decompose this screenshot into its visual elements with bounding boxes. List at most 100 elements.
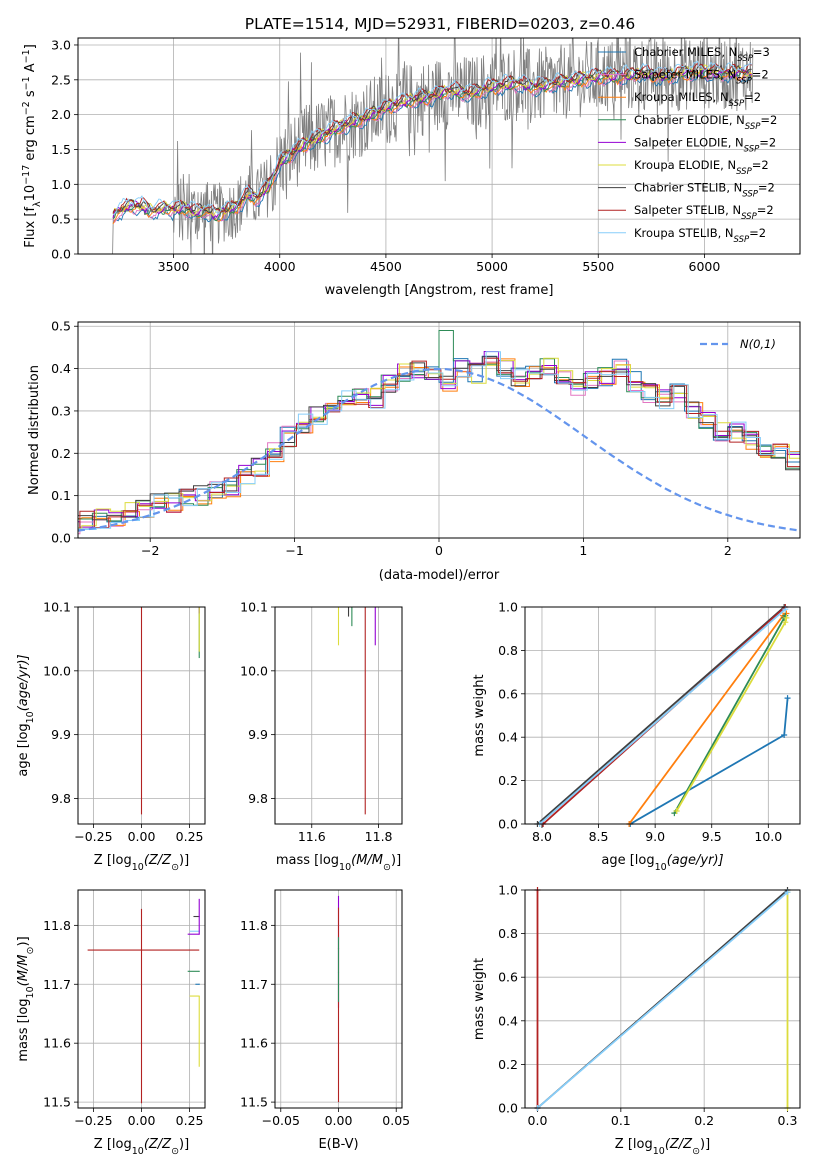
model-line bbox=[112, 62, 753, 214]
residuals-legend: N(0,1) bbox=[700, 337, 776, 351]
panels: 3500 4000 4500 5000 5500 6000 0.0 0.5 1.0 1.5 2.0 2… bbox=[16, 37, 801, 1157]
label-part: 10 bbox=[23, 185, 38, 202]
y-tick-label: 0.5 bbox=[51, 319, 71, 334]
label-part: (age/yr)] bbox=[667, 853, 724, 868]
label-part: E(B-V) bbox=[318, 1137, 358, 1152]
weight-line bbox=[536, 607, 785, 824]
y-tick-label: 11.6 bbox=[43, 1036, 71, 1051]
ticks: 0.0 0.1 0.2 0.3 0.0 0.2 0.4 0.6 0.8 1.0 bbox=[498, 883, 797, 1129]
normal-curve bbox=[78, 367, 800, 532]
x-tick-label: 2 bbox=[724, 543, 732, 558]
label-part: (age/yr)] bbox=[16, 654, 31, 711]
x-axis-label: mass [log10(M/M⊙)] bbox=[276, 853, 401, 873]
x-tick-label: 9.0 bbox=[645, 829, 665, 844]
y-axis-label: mass weight bbox=[472, 958, 487, 1040]
label-part: )] bbox=[700, 1137, 710, 1152]
y-tick-label: 0.6 bbox=[498, 686, 518, 701]
x-axis-label: Z [log10(Z/Z⊙)] bbox=[615, 1137, 710, 1157]
y-tick-label: 0.8 bbox=[498, 926, 518, 941]
x-tick-label: 5500 bbox=[582, 259, 614, 274]
legend-name: Chabrier ELODIE, N bbox=[634, 113, 745, 127]
y-tick-label: 0.5 bbox=[51, 212, 71, 227]
data-point bbox=[199, 574, 200, 575]
y-axis-label: Flux [fλ10−17 erg cm−2 s−1 A−1] bbox=[21, 44, 43, 248]
y-tick-label: 9.9 bbox=[51, 727, 71, 742]
legend-value: =2 bbox=[759, 135, 776, 149]
y-tick-label: 0.2 bbox=[498, 1057, 518, 1072]
residual-histogram bbox=[78, 356, 800, 521]
y-tick-label: 2.0 bbox=[51, 107, 71, 122]
label-part: erg cm bbox=[23, 115, 38, 164]
legend-sub: SSP bbox=[737, 54, 753, 64]
y-tick-label: 0.2 bbox=[51, 446, 71, 461]
x-tick-label: 10.0 bbox=[754, 829, 782, 844]
data-point bbox=[338, 594, 339, 595]
y-tick-label: 1.0 bbox=[51, 177, 71, 192]
x-tick-label: 4500 bbox=[370, 259, 402, 274]
label-part: ⊙ bbox=[25, 947, 36, 955]
y-tick-label: 0.0 bbox=[498, 1101, 518, 1116]
x-tick-label: 1 bbox=[579, 543, 587, 558]
label-part: mass [log bbox=[16, 998, 31, 1061]
ticks: 8.0 8.5 9.0 9.5 10.0 0.0 0.2 0.4 0.6 0.8 1.0 bbox=[498, 600, 782, 845]
weight-marker bbox=[783, 614, 790, 621]
panel-frame bbox=[524, 606, 801, 825]
label-part: Z [log bbox=[615, 1137, 653, 1152]
legend-name: Salpeter ELODIE, N bbox=[634, 135, 744, 149]
panel-frame bbox=[77, 606, 206, 825]
mass-age-panel: 11.6 11.8 9.8 9.9 10.0 10.1 mass [log10(M/M⊙)] bbox=[240, 571, 403, 873]
ticks: −0.05 0.00 0.05 11.5 11.6 11.7 11.8 bbox=[240, 918, 410, 1128]
data-point bbox=[199, 568, 200, 569]
legend-sub: SSP bbox=[736, 77, 752, 87]
ticks: 11.6 11.8 9.8 9.9 10.0 10.1 bbox=[240, 600, 392, 845]
y-tick-label: 0.0 bbox=[498, 817, 518, 832]
legend-label: Salpeter MILES, NSSP=2 bbox=[634, 68, 769, 87]
y-tick-label: 0.8 bbox=[498, 643, 518, 658]
label-part: −2 bbox=[21, 101, 32, 115]
observed-spectrum bbox=[112, 38, 754, 254]
residual-histogram bbox=[78, 355, 800, 530]
label-part: (Z/Z bbox=[665, 1137, 693, 1152]
y-tick-label: 2.5 bbox=[51, 72, 71, 87]
legend-value: =2 bbox=[752, 158, 769, 172]
y-tick-label: 0.4 bbox=[498, 730, 518, 745]
data-point bbox=[198, 995, 200, 997]
x-tick-label: 0.00 bbox=[128, 829, 156, 844]
legend-value: =2 bbox=[758, 181, 775, 195]
x-tick-label: 5000 bbox=[476, 259, 508, 274]
y-tick-label: 0.1 bbox=[51, 488, 71, 503]
residual-histogram bbox=[78, 358, 800, 526]
label-part: mass weight bbox=[472, 674, 487, 756]
y-tick-label: 0.3 bbox=[51, 403, 71, 418]
label-part: (Z/Z bbox=[144, 1137, 172, 1152]
x-tick-label: 4000 bbox=[264, 259, 296, 274]
x-axis-label: age [log10(age/yr)] bbox=[601, 853, 723, 873]
weight-marker bbox=[782, 619, 789, 626]
x-tick-label: 0.3 bbox=[778, 1113, 798, 1128]
x-tick-label: 0.05 bbox=[382, 1113, 410, 1128]
y-tick-label: 0.6 bbox=[498, 970, 518, 985]
legend-label: Salpeter STELIB, NSSP=2 bbox=[634, 203, 774, 222]
weight-marker bbox=[784, 695, 791, 702]
x-tick-label: −1 bbox=[285, 543, 303, 558]
y-tick-label: 1.0 bbox=[498, 883, 518, 898]
y-tick-label: 3.0 bbox=[51, 37, 71, 52]
panel-frame bbox=[524, 889, 801, 1109]
legend-sub: SSP bbox=[742, 190, 758, 200]
label-part: Normed distribution bbox=[27, 365, 42, 495]
y-tick-label: 0.4 bbox=[498, 1013, 518, 1028]
y-tick-label: 11.6 bbox=[240, 1036, 268, 1051]
x-tick-label: 11.8 bbox=[365, 829, 393, 844]
label-part: )] bbox=[391, 853, 401, 868]
data-point bbox=[198, 933, 200, 935]
y-tick-label: 11.8 bbox=[43, 918, 71, 933]
legend-sub: SSP bbox=[736, 167, 752, 177]
label-part: mass weight bbox=[472, 958, 487, 1040]
data-point bbox=[348, 571, 349, 572]
x-axis-label: (data-model)/error bbox=[379, 568, 500, 583]
y-tick-label: 10.1 bbox=[240, 600, 268, 615]
x-tick-label: 8.0 bbox=[532, 829, 552, 844]
legend-sub: SSP bbox=[741, 212, 757, 222]
y-axis-label: mass [log10(M/M⊙)] bbox=[16, 936, 36, 1061]
